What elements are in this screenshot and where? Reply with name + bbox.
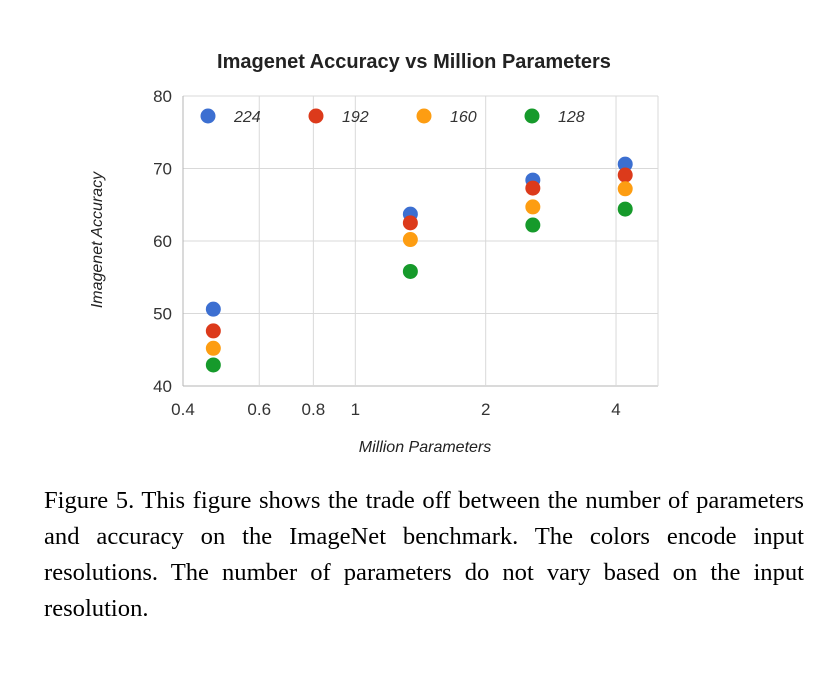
point-192-3 (617, 167, 633, 183)
y-tick-label: 80 (153, 87, 172, 106)
y-tick-label: 40 (153, 377, 172, 396)
y-tick-label: 60 (153, 232, 172, 251)
point-192-1 (402, 215, 418, 231)
legend-label-160: 160 (450, 109, 477, 126)
point-128-3 (617, 201, 633, 217)
point-128-1 (402, 263, 418, 279)
legend-marker-192 (308, 108, 324, 124)
scatter-chart: Imagenet Accuracy vs Million Parameters … (89, 51, 659, 456)
x-tick-label: 0.8 (302, 400, 326, 419)
point-224-3 (617, 156, 633, 172)
point-128-0 (205, 357, 221, 373)
legend-label-224: 224 (233, 109, 261, 126)
point-160-1 (402, 232, 418, 248)
legend-label-192: 192 (342, 109, 369, 126)
point-224-0 (205, 301, 221, 317)
y-tick-label: 50 (153, 305, 172, 324)
y-axis-label: Imagenet Accuracy (89, 171, 106, 308)
legend-label-128: 128 (558, 109, 585, 126)
x-axis-label: Million Parameters (359, 439, 491, 456)
x-tick-label: 2 (481, 400, 490, 419)
legend-marker-160 (416, 108, 432, 124)
x-tick-label: 0.4 (171, 400, 195, 419)
y-tick-label: 70 (153, 160, 172, 179)
figure-caption: Figure 5. This figure shows the trade of… (44, 487, 804, 622)
legend-marker-224 (200, 108, 216, 124)
point-192-0 (205, 323, 221, 339)
point-192-2 (525, 180, 541, 196)
grid-lines (182, 95, 659, 387)
point-160-0 (205, 340, 221, 356)
x-tick-label: 1 (351, 400, 360, 419)
x-tick-label: 0.6 (247, 400, 271, 419)
point-128-2 (525, 217, 541, 233)
data-points (205, 156, 633, 373)
legend: 224 192 160 128 (200, 108, 585, 126)
chart-title: Imagenet Accuracy vs Million Parameters (217, 51, 611, 73)
legend-marker-128 (524, 108, 540, 124)
point-160-3 (617, 181, 633, 197)
x-tick-label: 4 (611, 400, 620, 419)
point-160-2 (525, 199, 541, 215)
tick-labels: 40 50 60 70 80 0.4 0.6 0.8 1 2 4 (153, 87, 621, 419)
